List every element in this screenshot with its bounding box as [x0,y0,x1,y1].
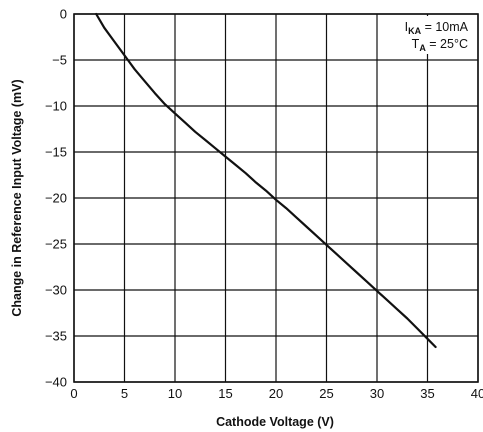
y-tick-label: −5 [52,53,67,68]
x-tick-label: 35 [420,386,434,401]
y-tick-label: −25 [45,237,67,252]
x-axis-label: Cathode Voltage (V) [216,415,334,429]
x-tick-label: 40 [471,386,483,401]
x-tick-label: 25 [319,386,333,401]
x-tick-label: 0 [70,386,77,401]
x-tick-label: 15 [218,386,232,401]
x-tick-label: 20 [269,386,283,401]
legend-box [382,16,472,54]
tick-labels: 0 5 10 15 20 25 30 35 40 0 −5 −10 −15 −20 −25 −30 −35 −40 [45,7,483,402]
data-curve [95,12,437,349]
grid [73,13,479,383]
plot-frame [73,13,479,383]
x-tick-label: 5 [121,386,128,401]
y-tick-label: −20 [45,191,67,206]
y-tick-label: −10 [45,99,67,114]
y-tick-label: 0 [60,7,67,22]
y-axis-label: Change in Reference Input Voltage (mV) [10,79,24,316]
y-tick-label: −15 [45,145,67,160]
x-tick-label: 30 [370,386,384,401]
curve-layer [95,12,437,349]
legend-temperature: TA = 25°C [412,37,468,53]
y-tick-label: −35 [45,329,67,344]
legend-current: IKA = 10mA [405,20,469,36]
x-tick-label: 10 [168,386,182,401]
y-tick-label: −30 [45,283,67,298]
y-tick-label: −40 [45,375,67,390]
